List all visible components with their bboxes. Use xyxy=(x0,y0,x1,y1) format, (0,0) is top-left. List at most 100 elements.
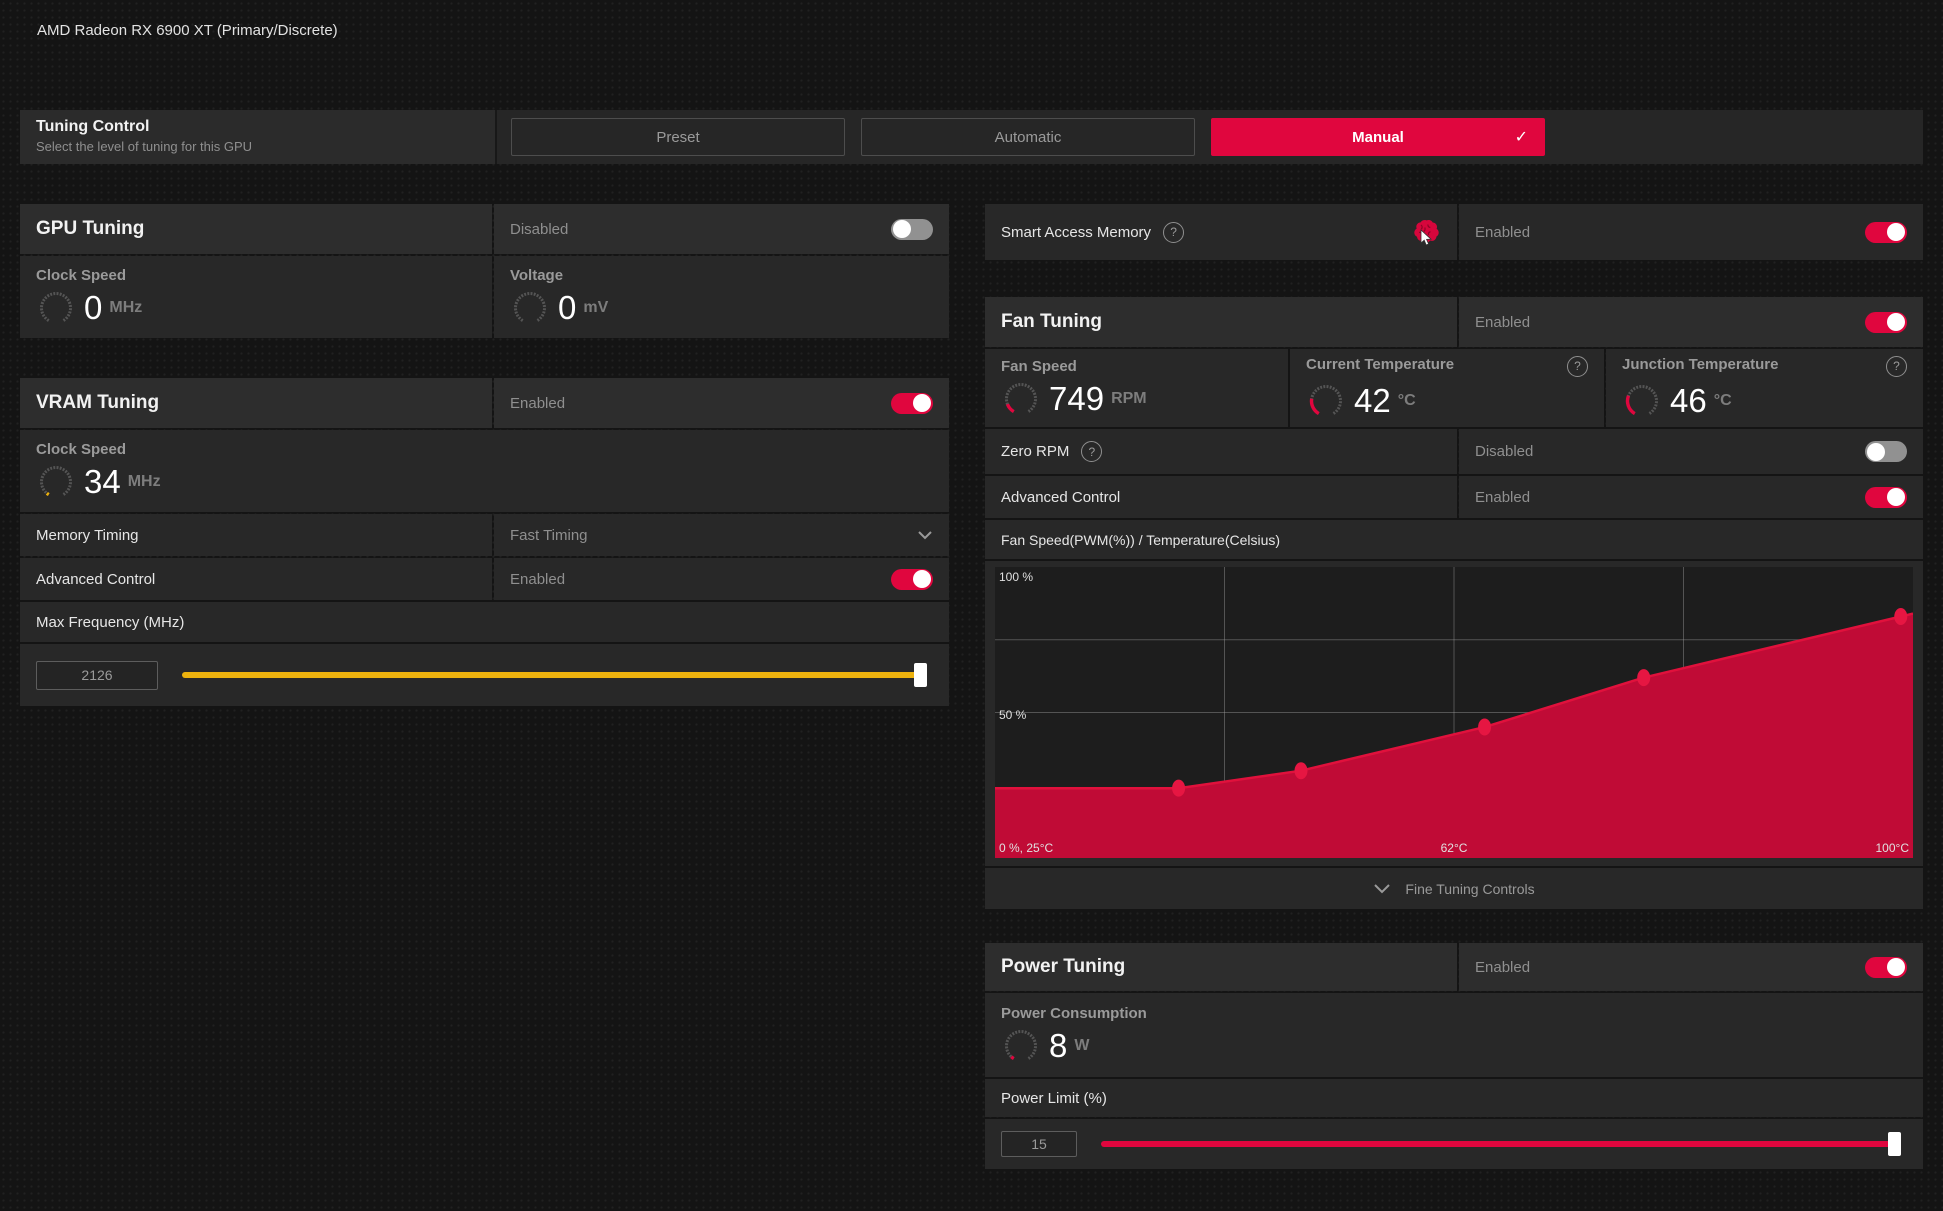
junction-temperature-label: Junction Temperature xyxy=(1622,355,1779,373)
manual-button[interactable]: Manual ✓ xyxy=(1211,118,1545,156)
gpu-voltage-unit: mV xyxy=(583,298,609,316)
max-frequency-slider[interactable] xyxy=(182,662,927,688)
manual-button-label: Manual xyxy=(1352,128,1404,146)
power-consumption-label: Power Consumption xyxy=(1001,1004,1147,1022)
preset-button-label: Preset xyxy=(656,128,700,146)
vram-clock-unit: MHz xyxy=(127,472,161,490)
x-tick-max: 100°C xyxy=(1875,841,1910,855)
fan-tuning-title: Fan Tuning xyxy=(1001,311,1102,332)
fan-advanced-control-state: Enabled xyxy=(1475,488,1531,506)
automatic-button[interactable]: Automatic xyxy=(861,118,1195,156)
current-temperature-value: 42 xyxy=(1354,382,1391,419)
fan-curve-chart-title: Fan Speed(PWM(%)) / Temperature(Celsius) xyxy=(1001,531,1281,548)
y-tick-100: 100 % xyxy=(999,570,1034,584)
toggle-knob xyxy=(913,570,931,588)
tuning-mode-buttons: Preset Automatic Manual ✓ xyxy=(497,110,1923,164)
fan-curve-point[interactable] xyxy=(1478,718,1492,736)
gpu-tuning-header: GPU Tuning xyxy=(20,204,492,254)
vram-advanced-control-label: Advanced Control xyxy=(36,570,156,588)
fine-tuning-controls-expander[interactable]: Fine Tuning Controls xyxy=(985,868,1923,909)
help-icon[interactable]: ? xyxy=(1886,355,1907,377)
tuning-control-title: Tuning Control xyxy=(36,118,150,135)
slider-handle[interactable] xyxy=(914,663,927,687)
fan-curve-point[interactable] xyxy=(1894,607,1908,625)
gpu-voltage-value: 0 xyxy=(558,289,577,326)
tuning-control-subtitle: Select the level of tuning for this GPU xyxy=(36,139,253,154)
fan-tuning-toggle[interactable] xyxy=(1865,311,1907,333)
x-tick-mid: 62°C xyxy=(1440,841,1468,855)
junction-temperature-gauge-icon xyxy=(1622,381,1662,421)
power-consumption-value: 8 xyxy=(1049,1027,1068,1064)
brain-icon xyxy=(1411,219,1441,246)
vram-clock-label: Clock Speed xyxy=(36,440,127,458)
slider-track xyxy=(182,672,921,678)
memory-timing-label: Memory Timing xyxy=(36,526,139,544)
power-limit-input[interactable] xyxy=(1001,1131,1077,1157)
slider-handle[interactable] xyxy=(1888,1132,1901,1156)
chevron-down-icon xyxy=(1374,884,1391,894)
fan-tuning-panel: Fan Tuning Enabled Fan Speed 749 RPM Cur… xyxy=(985,297,1923,909)
mouse-cursor xyxy=(1420,229,1432,246)
gpu-tuning-panel: GPU Tuning Disabled Clock Speed 0 MHz Vo… xyxy=(20,204,949,338)
y-tick-50: 50 % xyxy=(999,708,1027,723)
fan-speed-label: Fan Speed xyxy=(1001,357,1077,375)
toggle-knob xyxy=(1867,442,1885,461)
toggle-knob xyxy=(893,220,911,238)
page-title: AMD Radeon RX 6900 XT (Primary/Discrete) xyxy=(37,22,338,39)
fan-curve-point[interactable] xyxy=(1294,762,1308,780)
fan-speed-unit: RPM xyxy=(1111,389,1147,407)
gpu-voltage-label: Voltage xyxy=(510,266,564,284)
gpu-tuning-title: GPU Tuning xyxy=(36,218,145,239)
fan-curve-plot-area[interactable]: 100 % 50 % 0 %, 25°C 62°C 100°C xyxy=(995,567,1913,858)
gpu-tuning-state: Disabled xyxy=(510,220,569,238)
vram-tuning-title: VRAM Tuning xyxy=(36,392,160,413)
current-temperature-label: Current Temperature xyxy=(1306,355,1455,373)
gpu-tuning-toggle[interactable] xyxy=(891,218,933,240)
power-tuning-state: Enabled xyxy=(1475,958,1531,976)
help-icon[interactable]: ? xyxy=(1163,221,1185,243)
vram-clock-gauge-icon xyxy=(36,462,76,502)
checkmark-icon: ✓ xyxy=(1514,129,1528,146)
x-tick-origin: 0 %, 25°C xyxy=(999,841,1054,855)
zero-rpm-toggle[interactable] xyxy=(1865,441,1907,462)
power-tuning-title: Power Tuning xyxy=(1001,956,1126,977)
fan-curve-point[interactable] xyxy=(1637,669,1651,687)
vram-tuning-toggle[interactable] xyxy=(891,392,933,414)
smart-access-memory-state: Enabled xyxy=(1475,223,1531,241)
slider-track xyxy=(1101,1141,1895,1147)
fan-advanced-control-toggle[interactable] xyxy=(1865,486,1907,508)
junction-temperature-value: 46 xyxy=(1670,382,1707,419)
fan-advanced-control-label: Advanced Control xyxy=(1001,488,1121,506)
gpu-clock-gauge-icon xyxy=(36,288,76,328)
automatic-button-label: Automatic xyxy=(994,128,1062,146)
fan-curve-point[interactable] xyxy=(1172,779,1186,797)
gpu-clock-label: Clock Speed xyxy=(36,266,127,284)
power-tuning-toggle[interactable] xyxy=(1865,956,1907,978)
preset-button[interactable]: Preset xyxy=(511,118,845,156)
power-limit-slider[interactable] xyxy=(1101,1131,1901,1157)
zero-rpm-state: Disabled xyxy=(1475,443,1534,460)
gpu-voltage-gauge-icon xyxy=(510,288,550,328)
help-icon[interactable]: ? xyxy=(1081,441,1103,462)
tuning-control-bar: Tuning Control Select the level of tunin… xyxy=(20,110,1923,164)
fan-curve-chart[interactable]: 100 % 50 % 0 %, 25°C 62°C 100°C xyxy=(985,561,1923,866)
fan-speed-value: 749 xyxy=(1049,380,1105,417)
toggle-knob xyxy=(1887,313,1905,331)
vram-tuning-state: Enabled xyxy=(510,394,566,412)
max-frequency-input[interactable] xyxy=(36,660,158,690)
smart-access-memory-toggle[interactable] xyxy=(1865,221,1907,243)
fan-speed-gauge-icon xyxy=(1001,379,1041,419)
memory-timing-dropdown[interactable]: Fast Timing xyxy=(494,514,949,556)
chevron-down-icon xyxy=(918,531,932,540)
power-consumption-unit: W xyxy=(1074,1036,1090,1054)
vram-advanced-control-toggle[interactable] xyxy=(891,568,933,590)
toggle-knob xyxy=(913,394,931,412)
vram-advanced-control-state: Enabled xyxy=(510,570,566,588)
vram-tuning-panel: VRAM Tuning Enabled Clock Speed 34 MHz M… xyxy=(20,378,949,706)
smart-access-memory-label: Smart Access Memory xyxy=(1001,223,1152,241)
help-icon[interactable]: ? xyxy=(1567,355,1588,377)
power-tuning-panel: Power Tuning Enabled Power Consumption 8… xyxy=(985,943,1923,1169)
toggle-knob xyxy=(1887,958,1905,976)
gpu-clock-value: 0 xyxy=(84,289,103,326)
smart-access-memory-panel: Smart Access Memory ? Enabled xyxy=(985,204,1923,260)
